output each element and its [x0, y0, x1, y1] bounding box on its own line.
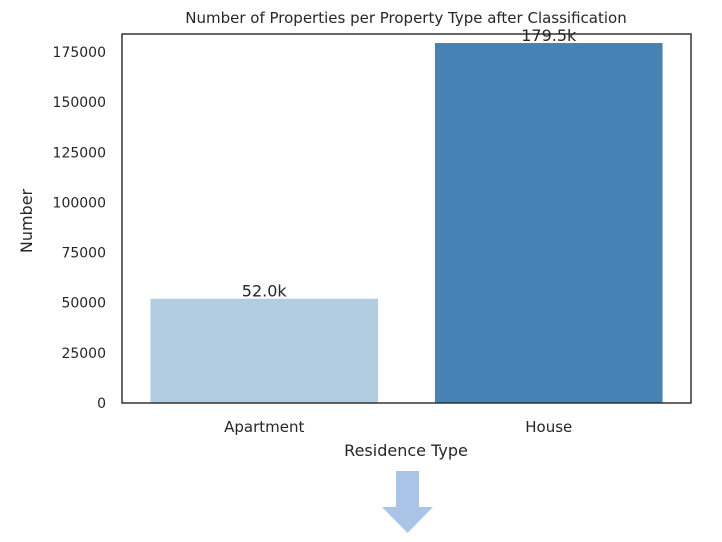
down-arrow-icon: [382, 471, 433, 533]
y-tick-label: 175000: [53, 45, 106, 61]
x-tick-label: House: [525, 418, 572, 436]
x-tick-label: Apartment: [224, 418, 304, 436]
bar-data-labels: 52.0k 179.5k: [242, 26, 577, 301]
y-axis-label: Number: [17, 188, 36, 253]
bar-data-label: 52.0k: [242, 282, 288, 301]
y-tick-label: 0: [97, 396, 106, 412]
y-tick-label: 125000: [53, 145, 106, 161]
y-tick-label: 100000: [53, 195, 106, 211]
y-tick-label: 50000: [61, 296, 106, 312]
bar: [434, 43, 663, 404]
bars: [150, 43, 663, 404]
y-tick-labels: 0 25000 50000 75000 100000 125000 150000 175000: [53, 45, 106, 412]
x-axis-label: Residence Type: [344, 441, 468, 460]
y-tick-label: 25000: [61, 346, 106, 362]
y-tick-label: 150000: [53, 95, 106, 111]
plot-frame: [121, 33, 692, 404]
x-tick-labels: Apartment House: [224, 418, 572, 436]
y-tick-label: 75000: [61, 246, 106, 262]
chart-title: Number of Properties per Property Type a…: [185, 9, 626, 27]
bar: [150, 298, 379, 403]
bar-data-label: 179.5k: [521, 26, 577, 45]
